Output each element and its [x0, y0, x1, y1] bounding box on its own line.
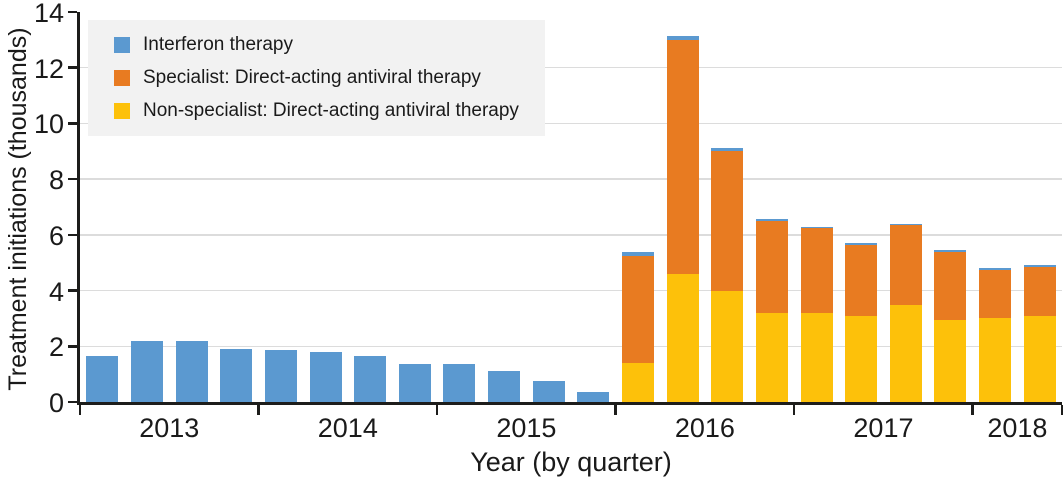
bar-segment [755, 312, 788, 402]
bar-segment [621, 363, 654, 402]
legend-item-interferon: Interferon therapy [114, 33, 519, 57]
bar-segment [309, 351, 342, 402]
bar-segment [666, 273, 699, 402]
bar-segment [934, 319, 967, 402]
bar-segment [711, 290, 744, 402]
legend-swatch-interferon-icon [114, 37, 130, 53]
gridline [80, 66, 1062, 69]
y-tick-label: 0 [48, 388, 64, 418]
x-tick-mark [435, 405, 439, 415]
x-tick-mark [78, 405, 82, 415]
x-tick-year-label: 2013 [139, 413, 200, 443]
bar-segment [800, 312, 833, 402]
bar-segment [845, 244, 878, 316]
legend-item-nonspecialist-daa: Non-specialist: Direct-acting antiviral … [114, 99, 519, 123]
bar-segment [264, 350, 297, 402]
y-tick-mark [68, 289, 77, 292]
bar-segment [845, 315, 878, 402]
bar-segment [621, 251, 654, 256]
bar-segment [800, 227, 833, 313]
legend: Interferon therapy Specialist: Direct-ac… [88, 20, 545, 136]
gridline [80, 345, 1062, 348]
legend-label-interferon: Interferon therapy [143, 34, 293, 55]
x-tick-year-label: 2015 [496, 413, 557, 443]
bar-segment [488, 371, 521, 402]
bar-segment [889, 224, 922, 226]
bar-segment [666, 39, 699, 274]
y-tick-mark [68, 177, 77, 181]
y-tick-mark [68, 10, 77, 14]
y-tick-label: 6 [48, 220, 64, 251]
bar-segment [889, 304, 922, 402]
bar-segment [755, 219, 788, 221]
y-tick-mark [68, 66, 77, 69]
legend-item-specialist-daa: Specialist: Direct-acting antiviral ther… [114, 66, 519, 90]
bar-segment [979, 318, 1012, 402]
bar-segment [532, 381, 565, 402]
legend-label-nonspecialist-daa: Non-specialist: Direct-acting antiviral … [143, 100, 519, 121]
gridline [80, 234, 1062, 236]
legend-swatch-nonspecialist-daa-icon [114, 103, 130, 119]
x-tick-mark [614, 405, 617, 415]
bar-segment [577, 392, 610, 402]
x-tick-mark [257, 405, 260, 415]
x-tick-mark [971, 405, 974, 415]
y-tick-mark [68, 233, 77, 237]
x-tick-year-label: 2018 [987, 413, 1048, 443]
bar-segment [845, 243, 878, 245]
bar-segment [889, 225, 922, 305]
y-tick-mark [68, 345, 77, 348]
bar-segment [1023, 265, 1056, 267]
bar-segment [398, 364, 431, 402]
bar-segment [979, 268, 1012, 270]
bar-segment [755, 220, 788, 313]
y-tick-mark [68, 122, 77, 125]
bar-segment [175, 340, 208, 402]
bar-segment [220, 349, 253, 402]
y-tick-label: 12 [33, 53, 64, 84]
bar-segment [711, 151, 744, 291]
bar-segment [666, 35, 699, 40]
bar-segment [621, 255, 654, 363]
x-tick-year-label: 2014 [317, 413, 378, 443]
bar-segment [1023, 315, 1056, 402]
gridline [80, 122, 1062, 125]
x-axis-title: Year (by quarter) [470, 447, 672, 477]
bar-segment [711, 147, 744, 152]
bar-segment [1023, 266, 1056, 316]
bar-segment [130, 340, 163, 402]
gridline [80, 289, 1062, 292]
bar-segment [800, 226, 833, 228]
x-tick-year-label: 2017 [853, 413, 914, 443]
plot-area [77, 12, 1062, 405]
y-tick-mark [68, 400, 77, 404]
bar-segment [443, 364, 476, 402]
x-tick-mark [1060, 405, 1064, 415]
bar-segment [354, 356, 387, 402]
bar-segment [934, 250, 967, 252]
bar-segment [86, 356, 119, 402]
y-tick-label: 8 [48, 165, 64, 196]
y-tick-label: 10 [33, 109, 64, 140]
bar-segment [934, 251, 967, 320]
x-tick-mark [792, 405, 796, 415]
bar-segment [979, 269, 1012, 319]
y-tick-label: 2 [48, 332, 64, 363]
gridline [80, 178, 1062, 180]
legend-swatch-specialist-daa-icon [114, 70, 130, 86]
y-tick-label: 14 [33, 0, 64, 28]
legend-label-specialist-daa: Specialist: Direct-acting antiviral ther… [143, 67, 481, 88]
y-tick-label: 4 [48, 276, 64, 307]
x-tick-year-label: 2016 [674, 413, 735, 443]
